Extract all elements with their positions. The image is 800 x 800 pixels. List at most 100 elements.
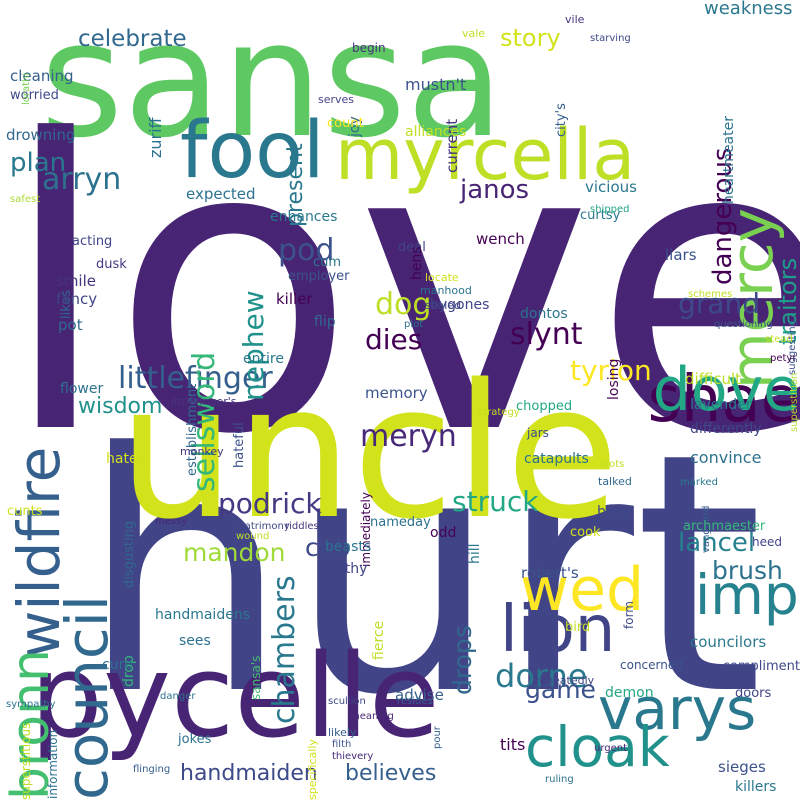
word-catapults: catapults (524, 451, 589, 467)
word-lion: lion (500, 593, 616, 667)
word-advise: advise (395, 686, 444, 704)
word-handmaiden: handmaiden (180, 761, 318, 786)
word-drops: drops (448, 625, 477, 695)
word-losing: losing (606, 358, 622, 401)
word-starving: starving (590, 33, 631, 44)
word-shipped: shipped (590, 204, 630, 215)
word-repeatedly: repeatedly (535, 674, 595, 687)
word-sansa-s: sansa's (249, 656, 263, 701)
word-employer: employer (288, 269, 350, 284)
word-dorne: dorne (495, 657, 588, 695)
word-acting: acting (72, 234, 113, 249)
word-disgusting: disgusting (122, 520, 137, 588)
word-smile: smile (56, 272, 96, 290)
word-lancel: lancel (678, 528, 756, 558)
word-cloak: cloak (525, 715, 670, 779)
word-chambers: chambers (267, 575, 302, 724)
word-suggesting: suggesting (787, 320, 798, 375)
word-slynt: slynt (510, 317, 583, 352)
word-curtsy: curtsy (580, 208, 621, 223)
word-wed: wed (520, 555, 645, 625)
word-information: information (46, 729, 60, 800)
word-talked: talked (598, 475, 632, 488)
word-fancy: fancy (56, 290, 98, 308)
word-archmaester: archmaester (683, 519, 766, 534)
word-cub: cub (305, 533, 351, 562)
word-varys: varys (598, 675, 757, 743)
word-deal: deal (398, 240, 426, 255)
word-flip: flip (314, 314, 336, 330)
word-sympathy: sympathy (6, 699, 56, 710)
word-council: council (53, 594, 121, 800)
word-concerned: concerned (620, 658, 683, 672)
word-danger: danger (160, 691, 196, 702)
word-love: love (0, 57, 800, 522)
word-monkey: monkey (180, 445, 224, 458)
word-pod: pod (278, 233, 335, 268)
word-hateful: hateful (232, 421, 247, 468)
word-meaning: meaning (350, 711, 394, 722)
word-cook: cook (570, 525, 601, 540)
word-entire: entire (243, 351, 284, 367)
word-tyrion: tyrion (570, 354, 652, 387)
word-drowning: drowning (6, 126, 76, 144)
word-busy: busy (597, 504, 631, 520)
word-flower: flower (60, 381, 104, 397)
word-manhood: manhood (420, 284, 472, 297)
word-marked: marked (680, 477, 718, 488)
word-city-s: city's (554, 102, 569, 137)
word-nameday: nameday (370, 515, 431, 530)
word-cum: cum (313, 255, 342, 270)
word-chopped: chopped (516, 399, 573, 414)
word-mandon: mandon (183, 538, 286, 567)
word-riddles: riddles (285, 521, 319, 532)
word-enhances: enhances (270, 209, 338, 225)
word-urgent: urgent (594, 743, 628, 754)
word-flinging: flinging (133, 764, 171, 775)
word-believes: believes (345, 761, 437, 786)
word-liars: liars (665, 246, 697, 264)
word-difficult: difficult (685, 370, 741, 388)
word-count: count (327, 116, 364, 131)
word-odd: odd (430, 525, 457, 541)
word-shae: shae (647, 363, 800, 437)
word-hates: hates (106, 451, 145, 467)
word-uncle: uncle (118, 344, 620, 560)
word-weakness: weakness (704, 0, 793, 19)
word-bygones: bygones (430, 297, 490, 313)
word-myrcella: myrcella (335, 114, 636, 196)
word-scullion: scullion (328, 696, 366, 707)
word-sansa: sansa (40, 0, 505, 173)
word-worried: worried (10, 88, 59, 103)
word-petyr: petyr (770, 353, 797, 364)
word-sees: sees (179, 633, 211, 649)
word-expected: expected (186, 185, 256, 203)
word-fool: fool (180, 106, 325, 196)
word-zuriff: zuriff (146, 117, 165, 158)
word-nephew: nephew (237, 290, 270, 401)
word-dusk: dusk (96, 257, 127, 272)
word-doors: doors (735, 686, 772, 701)
word-plots: plots (600, 459, 625, 470)
word-hurt: hurt (80, 383, 764, 767)
word-questioning: questioning (714, 319, 773, 330)
word-heed: heed (752, 535, 782, 549)
word-cleaning: cleaning (10, 67, 74, 85)
word-wench: wench (476, 230, 525, 248)
word-hill: hill (467, 543, 483, 564)
word-jokes: jokes (178, 732, 212, 747)
word-bird: bird (565, 620, 591, 635)
word-schemes: schemes (688, 289, 733, 300)
word-sealed: sealed (425, 299, 462, 312)
word-lavender: lavender (690, 397, 752, 413)
word-imp: imp (695, 563, 799, 627)
word-pycelle: pycelle (30, 630, 440, 764)
word-plan: plan (10, 148, 67, 178)
word-superstitious: superstitious (19, 722, 33, 800)
word-demon: demon (605, 685, 654, 701)
word-grand: grand (678, 287, 760, 320)
word-likely: likely (328, 726, 357, 739)
word-hens: hens (409, 245, 425, 280)
word-specifically: specifically (306, 739, 319, 800)
